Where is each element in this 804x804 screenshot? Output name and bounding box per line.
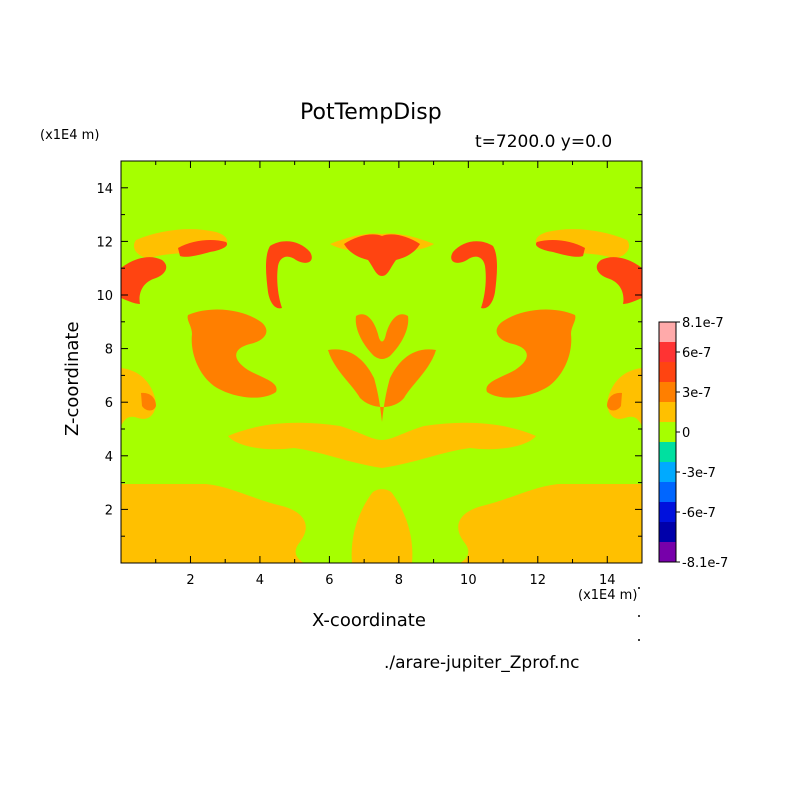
x-axis-ticks: 2 4 6 8 10 12 14 [155, 161, 616, 588]
colorbar-swatch [659, 442, 676, 463]
y-tick-label: 2 [105, 503, 113, 518]
colorbar-swatch [659, 322, 676, 343]
contour-band-4e7-sliver-left [141, 392, 156, 411]
y-tick-label: 4 [105, 450, 113, 465]
contour-band-3e7-bottom [121, 484, 642, 563]
contour-band-3e7-side-left [121, 368, 156, 426]
contour-band-3e7-lower-right [580, 496, 640, 560]
colorbar-swatch [659, 362, 676, 383]
contour-band-4e7-sliver-right [607, 392, 622, 411]
contour-band-6e7-left-edge [121, 257, 167, 304]
y-tick-label: 10 [96, 289, 113, 304]
y-tick-label: 12 [96, 235, 113, 250]
colorbar-swatch [659, 482, 676, 503]
contour-band-6e7-arc-left [178, 240, 228, 257]
contour-band-6e7-arc-right [535, 240, 585, 257]
contour-band-6e7-right-edge [596, 257, 642, 304]
colorbar-tick-label: 3e-7 [682, 386, 711, 401]
colorbar: 8.1e-7 6e-7 3e-7 0 -3e-7 -6e-7 -8.1e-7 [658, 316, 728, 571]
x-axis-label: X-coordinate [312, 610, 426, 631]
x-tick-label: 4 [256, 573, 264, 588]
colorbar-tick-label: -6e-7 [682, 506, 716, 521]
x-axis-unit: (x1E4 m) [578, 588, 638, 603]
plot-frame [120, 160, 643, 564]
x-tick-label: 8 [395, 573, 403, 588]
contour-band-4e7-center-top [355, 314, 409, 359]
contour-band-4e7-center [328, 349, 436, 422]
colorbar-tick-label: -8.1e-7 [682, 556, 728, 571]
contour-band-4e7-left [187, 309, 277, 398]
chart-subtitle: t=7200.0 y=0.0 [475, 132, 613, 152]
contour-band-3e7-middle [228, 422, 536, 468]
contour-band-6e7-hook-right [451, 241, 497, 309]
contour-band-6e7-center-crown [344, 234, 420, 276]
colorbar-swatch [659, 502, 676, 523]
contour-band-3e7-center [351, 489, 413, 563]
colorbar-swatch [659, 342, 676, 363]
source-file-label: ./arare-jupiter_Zprof.nc [384, 653, 580, 673]
colorbar-swatch [659, 402, 676, 423]
colorbar-swatch [659, 422, 676, 443]
contour-band-3e7-lower-left [123, 496, 183, 560]
contour-band-4e7-right [486, 309, 576, 398]
y-axis-ticks: 2 4 6 8 10 12 14 [96, 182, 642, 537]
chart-title: PotTempDisp [300, 100, 442, 125]
colorbar-tick-label: -3e-7 [682, 466, 716, 481]
colorbar-tick-label: 6e-7 [682, 346, 711, 361]
contour-band-3e7-side-right [607, 368, 642, 426]
axis-marker-dots [638, 587, 640, 641]
colorbar-frame [658, 321, 677, 563]
colorbar-swatch [659, 542, 676, 563]
colorbar-tick-label: 0 [682, 426, 690, 441]
x-tick-label: 14 [599, 573, 616, 588]
x-tick-label: 2 [186, 573, 194, 588]
x-tick-label: 12 [530, 573, 547, 588]
x-tick-label: 6 [325, 573, 333, 588]
x-tick-label: 10 [460, 573, 477, 588]
colorbar-tick-label: 8.1e-7 [682, 316, 724, 331]
colorbar-swatch [659, 382, 676, 403]
contour-band-6e7-hook-left [266, 241, 312, 309]
y-tick-label: 6 [105, 396, 113, 411]
colorbar-swatch [659, 462, 676, 483]
y-tick-label: 8 [105, 343, 113, 358]
y-axis-unit: (x1E4 m) [40, 128, 100, 143]
colorbar-swatch [659, 522, 676, 543]
contour-field [121, 161, 642, 563]
y-tick-label: 14 [96, 182, 113, 197]
